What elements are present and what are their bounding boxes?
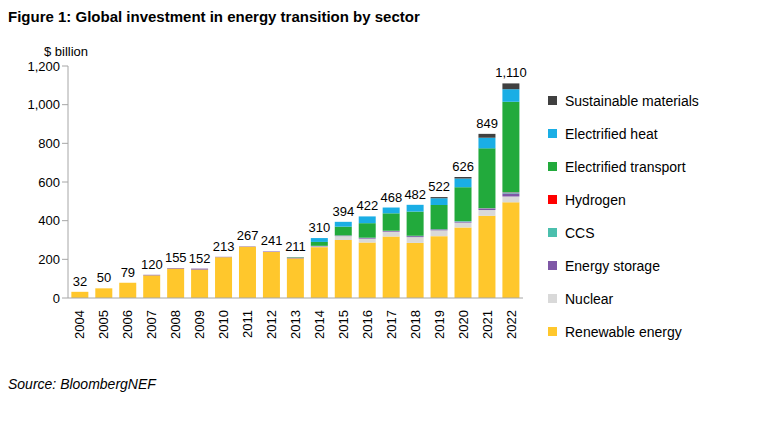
svg-text:2019: 2019: [432, 310, 447, 339]
svg-text:2020: 2020: [456, 310, 471, 339]
html-text:CCS: CCS: [565, 224, 595, 241]
svg-text:50: 50: [97, 270, 111, 285]
svg-text:32: 32: [73, 274, 87, 289]
svg-text:2014: 2014: [312, 310, 327, 339]
svg-text:152: 152: [189, 251, 211, 266]
svg-text:849: 849: [476, 116, 498, 131]
svg-text:2018: 2018: [408, 310, 423, 339]
svg-text:200: 200: [38, 252, 60, 267]
svg-text:267: 267: [237, 228, 259, 243]
html-text:Nuclear: Nuclear: [565, 290, 614, 307]
svg-text:310: 310: [309, 220, 331, 235]
svg-text:2016: 2016: [360, 310, 375, 339]
svg-text:0: 0: [53, 291, 60, 306]
svg-text:800: 800: [38, 136, 60, 151]
html-text:Electrified transport: Electrified transport: [565, 158, 686, 175]
svg-text:1,110: 1,110: [495, 65, 527, 80]
svg-text:600: 600: [38, 175, 60, 190]
svg-text:2013: 2013: [288, 310, 303, 339]
svg-text:2015: 2015: [336, 310, 351, 339]
svg-text:2006: 2006: [120, 310, 135, 339]
svg-text:400: 400: [38, 213, 60, 228]
svg-text:1,200: 1,200: [27, 59, 60, 74]
svg-text:2017: 2017: [384, 310, 399, 339]
svg-text:2005: 2005: [96, 310, 111, 339]
svg-text:2008: 2008: [168, 310, 183, 339]
svg-text:79: 79: [121, 265, 135, 280]
html-text:Electrified heat: Electrified heat: [565, 125, 658, 142]
svg-text:522: 522: [428, 179, 450, 194]
html-text:$ billion: $ billion: [44, 44, 89, 59]
html-text:Source: BloombergNEF: Source: BloombergNEF: [8, 376, 156, 392]
svg-text:213: 213: [213, 239, 235, 254]
svg-text:482: 482: [404, 187, 426, 202]
svg-text:1,000: 1,000: [27, 97, 60, 112]
html-text:Hydrogen: Hydrogen: [565, 191, 626, 208]
html-text:Sustainable materials: Sustainable materials: [565, 92, 699, 109]
svg-text:2009: 2009: [192, 310, 207, 339]
svg-text:422: 422: [356, 198, 378, 213]
svg-text:2022: 2022: [504, 310, 519, 339]
svg-text:2004: 2004: [72, 310, 87, 339]
svg-text:2007: 2007: [144, 310, 159, 339]
svg-text:2012: 2012: [264, 310, 279, 339]
html-text:Renewable energy: Renewable energy: [565, 323, 682, 340]
svg-text:241: 241: [261, 233, 283, 248]
html-text:Energy storage: Energy storage: [565, 257, 660, 274]
svg-text:468: 468: [380, 190, 402, 205]
svg-text:2010: 2010: [216, 310, 231, 339]
svg-text:155: 155: [165, 250, 187, 265]
html-text:Figure 1: Global investment in: Figure 1: Global investment in energy tr…: [8, 8, 420, 25]
svg-text:211: 211: [285, 239, 306, 254]
svg-text:2011: 2011: [240, 310, 255, 338]
svg-text:394: 394: [333, 204, 355, 219]
svg-text:2021: 2021: [480, 310, 495, 339]
svg-text:626: 626: [452, 159, 474, 174]
svg-text:120: 120: [141, 257, 163, 272]
